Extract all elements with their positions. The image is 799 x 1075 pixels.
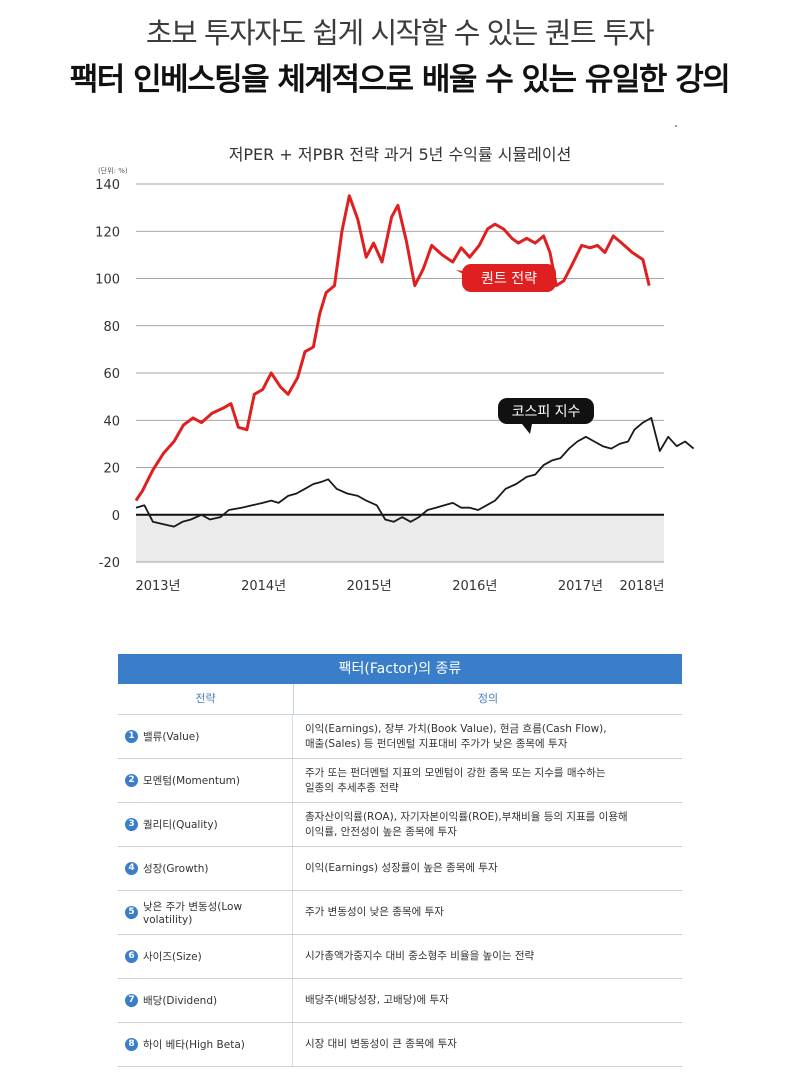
callout-box (462, 264, 556, 292)
strategy-name: 배당(Dividend) (143, 995, 218, 1007)
strategy-name: 사이즈(Size) (143, 951, 202, 963)
row-number-badge: 5 (125, 906, 138, 919)
definition-text: 시가총액가중지수 대비 중소형주 비율을 높이는 전략 (305, 950, 535, 962)
row-number-badge: 6 (125, 950, 138, 963)
y-tick-label: 40 (103, 414, 120, 429)
y-tick-label: 100 (95, 273, 120, 288)
definition-cell: 총자산이익률(ROA), 자기자본이익률(ROE),부채비율 등의 지표를 이용… (293, 803, 682, 846)
row-number-badge: 3 (125, 818, 138, 831)
row-number-badge: 7 (125, 994, 138, 1007)
definition-text: 배당주(배당성장, 고배당)에 투자 (305, 994, 449, 1006)
table-header-definition: 정의 (477, 692, 499, 705)
x-tick-label: 2018년 (619, 579, 664, 594)
y-tick-label: 80 (103, 320, 120, 335)
definition-text: 주가 변동성이 낮은 종목에 투자 (305, 906, 444, 918)
table-row: 3 퀄리티(Quality) 총자산이익률(ROA), 자기자본이익률(ROE),부… (118, 803, 682, 847)
table-row: 7 배당(Dividend) 배당주(배당성장, 고배당)에 투자 (118, 979, 682, 1023)
y-tick-label: 20 (103, 462, 120, 477)
definition-cell: 시가총액가중지수 대비 중소형주 비율을 높이는 전략 (293, 935, 682, 978)
series-line (135, 417, 695, 528)
definition-cell: 주가 또는 펀더멘털 지표의 모멘텀이 강한 종목 또는 지수를 매수하는 일종… (293, 759, 682, 802)
definition-text: 시장 대비 변동성이 큰 종목에 투자 (305, 1038, 457, 1050)
strategy-cell: 4 성장(Growth) (118, 847, 293, 890)
strategy-cell: 2 모멘텀(Momentum) (118, 759, 293, 802)
table-title: 팩터(Factor)의 종류 (118, 654, 682, 684)
definition-text: 이익(Earnings), 장부 가치(Book Value), 현금 흐름(C… (305, 722, 607, 750)
definition-cell: 배당주(배당성장, 고배당)에 투자 (293, 979, 682, 1022)
table-row: 2 모멘텀(Momentum) 주가 또는 펀더멘털 지표의 모멘텀이 강한 종목 … (118, 759, 682, 803)
strategy-cell: 8 하이 베타(High Beta) (118, 1023, 293, 1066)
table-header-strategy: 전략 (118, 684, 294, 714)
definition-cell: 이익(Earnings) 성장률이 높은 종목에 투자 (293, 847, 682, 890)
strategy-cell: 6 사이즈(Size) (118, 935, 293, 978)
y-tick-label: 140 (95, 178, 120, 193)
chart-title: 저PER + 저PBR 전략 과거 5년 수익률 시뮬레이션 (229, 145, 572, 164)
x-tick-label: 2013년 (135, 579, 180, 594)
row-number-badge: 4 (125, 862, 138, 875)
callout-pointer (522, 424, 532, 434)
callout-label: 코스피 지수 (512, 404, 581, 420)
callout-pointer (456, 270, 470, 278)
row-number-badge: 8 (125, 1038, 138, 1051)
definition-text: 총자산이익률(ROA), 자기자본이익률(ROE),부채비율 등의 지표를 이용… (305, 810, 628, 838)
x-tick-label: 2014년 (241, 579, 286, 594)
y-tick-label: -20 (99, 556, 120, 571)
definition-text: 주가 또는 펀더멘털 지표의 모멘텀이 강한 종목 또는 지수를 매수하는 일종… (305, 766, 606, 794)
x-tick-label: 2015년 (347, 579, 392, 594)
x-tick-label: 2017년 (558, 579, 603, 594)
strategy-name: 퀄리티(Quality) (143, 819, 218, 831)
table-row: 5 낮은 주가 변동성(Low volatility) 주가 변동성이 낮은 종목에… (118, 891, 682, 935)
factor-table: 팩터(Factor)의 종류 전략 정의 1 밸류(Value) 이익(Earnin… (118, 654, 682, 1067)
y-tick-label: 120 (95, 225, 120, 240)
header-headline: 팩터 인베스팅을 체계적으로 배울 수 있는 유일한 강의 (69, 62, 731, 98)
chart-unit-label: (단위: %) (98, 166, 128, 175)
series-line (134, 194, 651, 502)
y-tick-label: 0 (112, 509, 120, 524)
strategy-cell: 5 낮은 주가 변동성(Low volatility) (118, 891, 293, 934)
table-header-row: 전략 정의 (118, 684, 682, 715)
callout-box (498, 398, 594, 424)
table-row: 1 밸류(Value) 이익(Earnings), 장부 가치(Book Value… (118, 715, 682, 759)
table-row: 6 사이즈(Size) 시가총액가중지수 대비 중소형주 비율을 높이는 전략 (118, 935, 682, 979)
definition-text: 이익(Earnings) 성장률이 높은 종목에 투자 (305, 862, 498, 874)
return-simulation-chart: 저PER + 저PBR 전략 과거 5년 수익률 시뮬레이션 (단위: %) 1… (95, 145, 695, 594)
row-number-badge: 1 (125, 730, 138, 743)
negative-region (136, 514, 664, 562)
strategy-cell: 3 퀄리티(Quality) (118, 803, 293, 846)
table-row: 8 하이 베타(High Beta) 시장 대비 변동성이 큰 종목에 투자 (118, 1023, 682, 1067)
strategy-name: 낮은 주가 변동성(Low volatility) (143, 901, 243, 926)
definition-cell: 주가 변동성이 낮은 종목에 투자 (293, 891, 682, 934)
table-body: 1 밸류(Value) 이익(Earnings), 장부 가치(Book Value… (118, 715, 682, 1067)
strategy-cell: 7 배당(Dividend) (118, 979, 293, 1022)
callout-label: 퀀트 전략 (481, 271, 537, 287)
header-subtitle: 초보 투자자도 쉽게 시작할 수 있는 퀀트 투자 (145, 16, 655, 50)
definition-cell: 시장 대비 변동성이 큰 종목에 투자 (293, 1023, 682, 1066)
strategy-name: 모멘텀(Momentum) (143, 775, 240, 787)
strategy-name: 성장(Growth) (143, 863, 209, 875)
strategy-cell: 1 밸류(Value) (118, 715, 293, 758)
y-tick-label: 60 (103, 367, 120, 382)
row-number-badge: 2 (125, 774, 138, 787)
strategy-name: 하이 베타(High Beta) (143, 1039, 245, 1051)
x-tick-label: 2016년 (452, 579, 497, 594)
definition-cell: 이익(Earnings), 장부 가치(Book Value), 현금 흐름(C… (293, 715, 682, 758)
table-row: 4 성장(Growth) 이익(Earnings) 성장률이 높은 종목에 투자 (118, 847, 682, 891)
strategy-name: 밸류(Value) (143, 731, 200, 743)
decorative-dot (675, 125, 677, 127)
